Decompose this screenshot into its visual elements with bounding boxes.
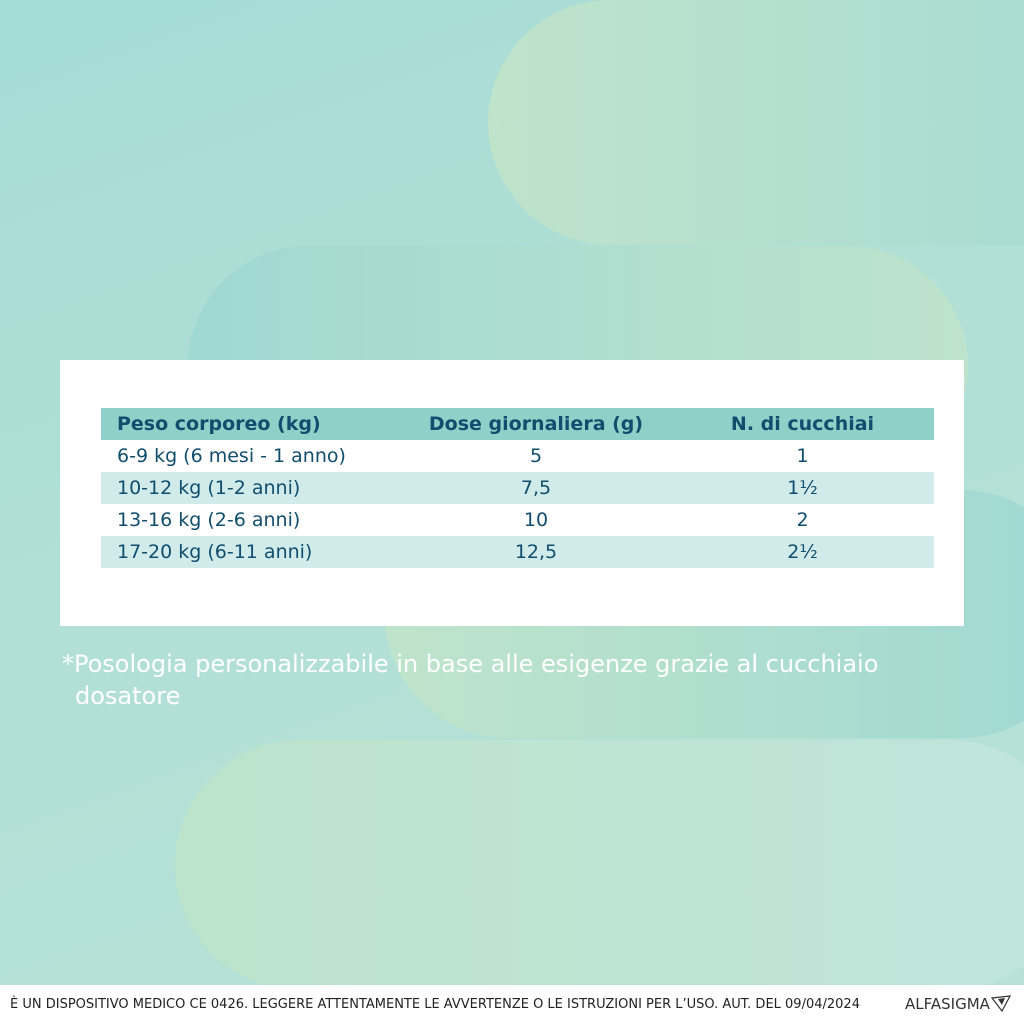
footer: È UN DISPOSITIVO MEDICO CE 0426. LEGGERE… [0, 985, 1024, 1024]
decorative-shape [488, 0, 1024, 245]
decorative-shape [175, 740, 1024, 985]
cell-dose: 10 [523, 509, 549, 531]
cell-weight: 10-12 kg (1-2 anni) [101, 472, 401, 504]
cell-weight: 13-16 kg (2-6 anni) [117, 509, 301, 531]
cell-weight: 17-20 kg (6-11 anni) [101, 536, 401, 568]
brand-logo: ALFASIGMA [905, 995, 1012, 1013]
diamond-logo-icon [990, 995, 1011, 1013]
table-row: 10-12 kg (1-2 anni) 7,5 1½ [101, 472, 934, 504]
header-spoons: N. di cucchiai [671, 408, 934, 440]
cell-dose: 12,5 [401, 536, 671, 568]
header-dose: Dose giornaliera (g) [401, 408, 671, 440]
table-row: 13-16 kg (2-6 anni) 10 2 [101, 504, 934, 536]
table-row: 17-20 kg (6-11 anni) 12,5 2½ [101, 536, 934, 568]
cell-spoons: 2½ [671, 536, 934, 568]
cell-weight: 6-9 kg (6 mesi - 1 anno) [117, 445, 346, 467]
dosage-table: Peso corporeo (kg) Dose giornaliera (g) … [101, 408, 934, 568]
table-header: Peso corporeo (kg) Dose giornaliera (g) … [101, 408, 934, 440]
header-weight: Peso corporeo (kg) [101, 408, 401, 440]
cell-dose: 5 [529, 445, 543, 467]
dosage-note: *Posologia personalizzabile in base alle… [62, 650, 879, 710]
cell-spoons: 1½ [671, 472, 934, 504]
cell-spoons: 1 [796, 445, 809, 467]
cell-dose: 7,5 [401, 472, 671, 504]
dosage-card: Peso corporeo (kg) Dose giornaliera (g) … [60, 360, 964, 626]
table-row: 6-9 kg (6 mesi - 1 anno) 5 1 [101, 440, 934, 472]
legal-disclaimer: È UN DISPOSITIVO MEDICO CE 0426. LEGGERE… [10, 997, 860, 1012]
brand-name: ALFASIGMA [905, 995, 990, 1013]
cell-spoons: 2 [796, 509, 809, 531]
